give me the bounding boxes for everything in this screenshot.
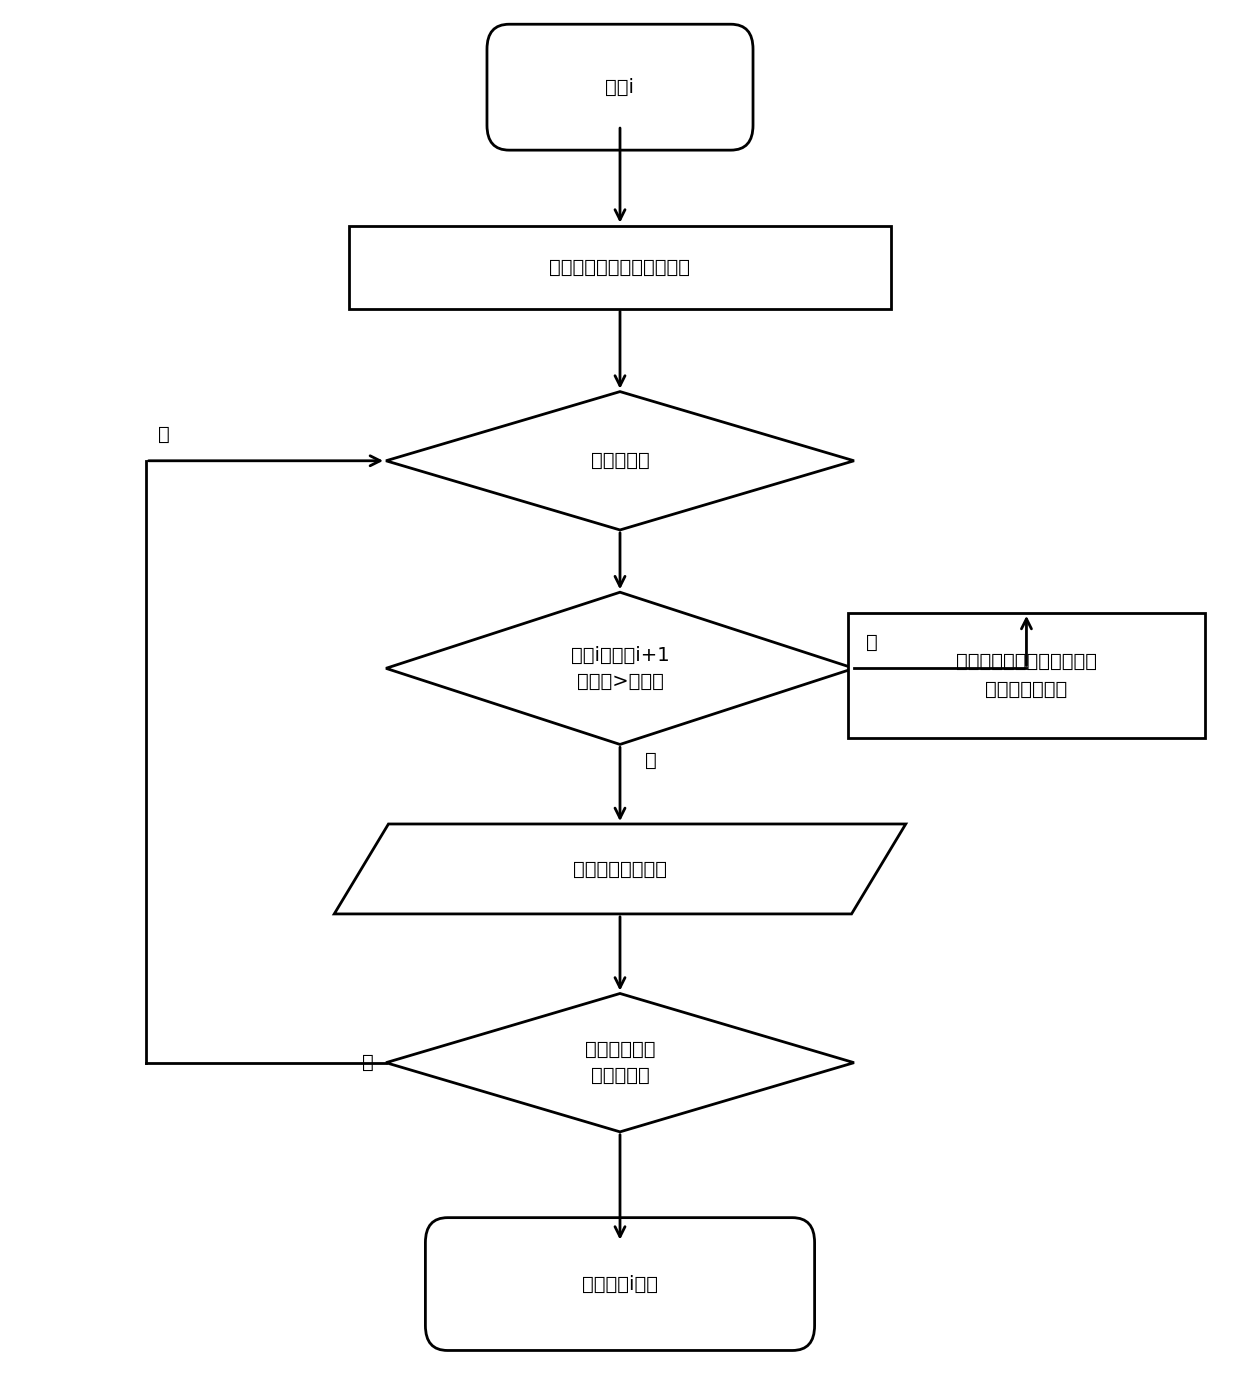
Text: 计算此停车场溢出的泊位数
及所需停车时长: 计算此停车场溢出的泊位数 及所需停车时长 <box>956 651 1097 699</box>
Text: 时刻i到时刻i+1
进场数>离场数: 时刻i到时刻i+1 进场数>离场数 <box>570 646 670 690</box>
Polygon shape <box>335 824 905 915</box>
Text: 组合用地停车
场遍历结束: 组合用地停车 场遍历结束 <box>585 1040 655 1086</box>
Text: 判断组合用地第一个停车场: 判断组合用地第一个停车场 <box>549 258 691 277</box>
Text: 是: 是 <box>159 425 170 444</box>
FancyBboxPatch shape <box>425 1218 815 1350</box>
Bar <box>348 226 892 309</box>
Text: 否: 否 <box>362 1054 373 1072</box>
Text: 是: 是 <box>867 633 878 651</box>
Text: 选取下一个停车场: 选取下一个停车场 <box>573 859 667 878</box>
Polygon shape <box>386 391 854 530</box>
Text: 获得时刻i需求: 获得时刻i需求 <box>582 1275 658 1293</box>
Text: 饱和度溢出: 饱和度溢出 <box>590 451 650 470</box>
Text: 否: 否 <box>645 752 656 770</box>
FancyBboxPatch shape <box>487 24 753 150</box>
Bar <box>848 612 1205 738</box>
Polygon shape <box>386 592 854 745</box>
Polygon shape <box>386 994 854 1132</box>
Text: 时刻i: 时刻i <box>605 78 635 96</box>
